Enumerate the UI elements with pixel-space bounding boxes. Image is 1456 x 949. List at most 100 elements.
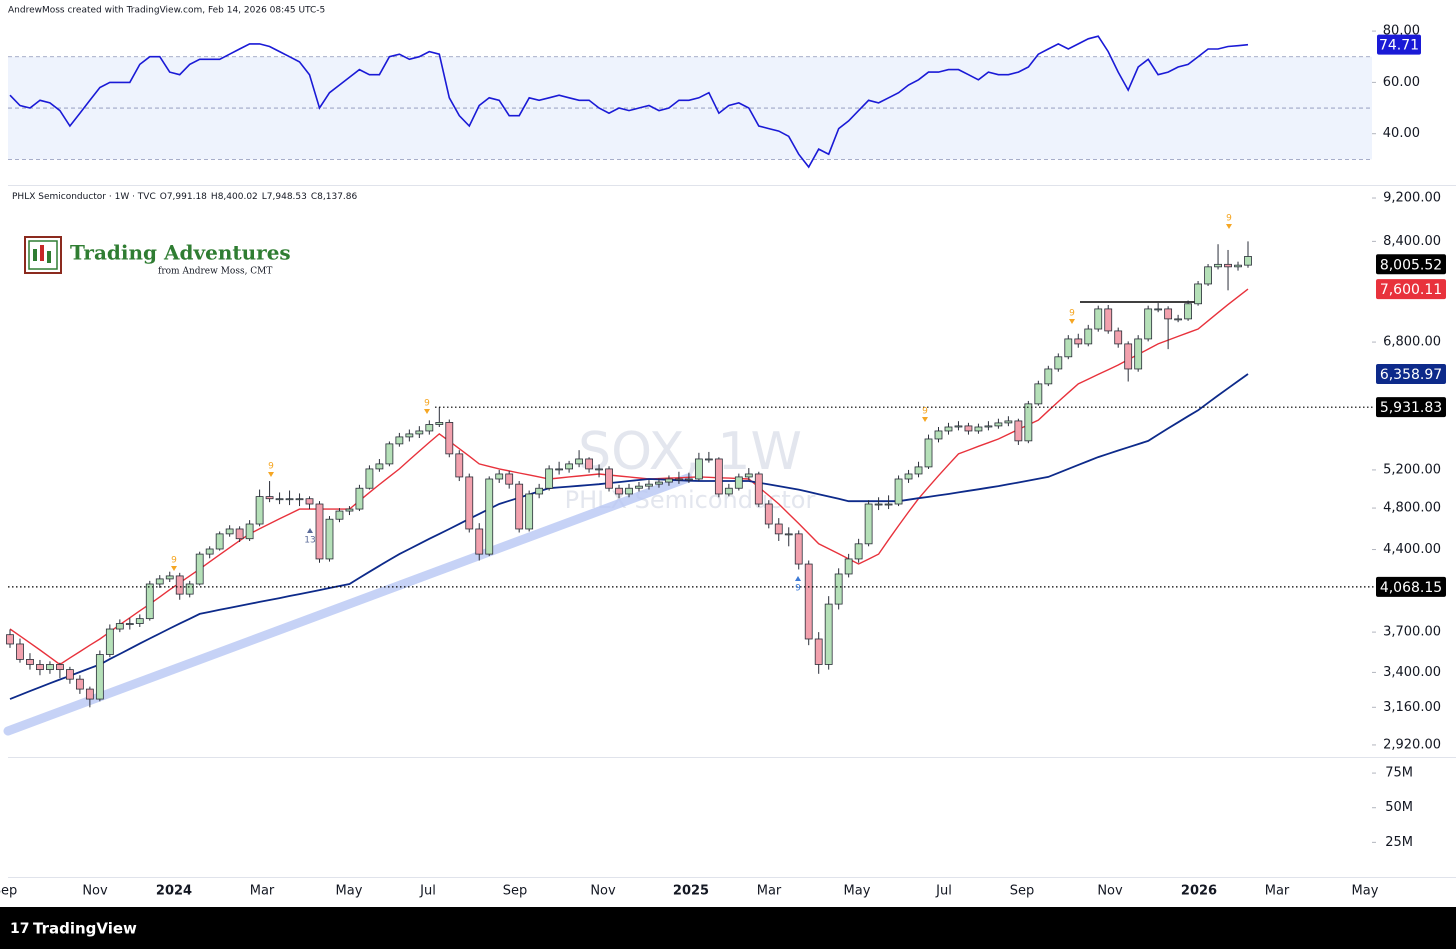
legend-open: O7,991.18 xyxy=(160,192,207,202)
candle-body xyxy=(1004,420,1013,424)
candle-body xyxy=(774,523,783,535)
candle-body xyxy=(694,458,703,480)
candle-body xyxy=(475,528,484,555)
candle-body xyxy=(335,510,344,520)
candle-body xyxy=(974,426,983,432)
legend-low: L7,948.53 xyxy=(262,192,307,202)
y-tick-label: 2,920.00 xyxy=(1383,737,1441,752)
x-tick-label: 2024 xyxy=(156,884,192,899)
candle-body xyxy=(585,458,593,470)
x-tick-label: 2026 xyxy=(1181,884,1217,899)
y-tick-label: 9,200.00 xyxy=(1383,191,1441,206)
candle-body xyxy=(754,473,763,505)
volume-tick-label: 25M xyxy=(1385,835,1413,850)
x-tick-label: Nov xyxy=(1097,884,1123,899)
rsi-badge xyxy=(1377,34,1421,55)
candle-body xyxy=(155,578,164,585)
candle-body xyxy=(1144,308,1153,340)
price-badge-label: 6,358.97 xyxy=(1380,367,1442,383)
candle-body xyxy=(1024,403,1033,442)
candle-body xyxy=(724,487,733,495)
annotation-marker xyxy=(268,472,274,477)
candle-body xyxy=(205,548,214,555)
candle-body xyxy=(85,688,94,700)
x-tick-label: Mar xyxy=(250,884,275,899)
candle-body xyxy=(425,424,434,432)
moving-average xyxy=(9,373,1249,700)
candle-body xyxy=(535,487,544,495)
candle-body xyxy=(505,473,514,485)
candle-body xyxy=(545,468,554,489)
annotation-marker xyxy=(171,566,177,571)
legend-close: C8,137.86 xyxy=(311,192,358,202)
candle-body xyxy=(984,425,993,428)
y-tick-label: 8,400.00 xyxy=(1383,234,1441,249)
candle-body xyxy=(1074,338,1083,345)
candle-body xyxy=(26,659,34,665)
candle-body xyxy=(485,478,494,555)
legend-symbol: PHLX Semiconductor · 1W · TVC xyxy=(12,192,156,202)
candle-body xyxy=(655,481,663,485)
footer-brand: TradingView xyxy=(33,920,137,938)
candle-body xyxy=(924,438,933,468)
price-badge xyxy=(1376,254,1446,275)
candle-body xyxy=(495,473,504,480)
candle-body xyxy=(1164,308,1173,320)
candle-body xyxy=(1044,368,1053,385)
x-tick-label: Jul xyxy=(935,884,952,899)
candle-body xyxy=(105,628,114,655)
candle-body xyxy=(1064,338,1073,358)
price-badge-label: 4,068.15 xyxy=(1380,580,1442,596)
candle-body xyxy=(345,508,354,512)
candle-body xyxy=(1104,308,1113,332)
candle-body xyxy=(844,558,853,575)
candle-body xyxy=(1184,303,1192,320)
x-tick-label: Mar xyxy=(757,884,782,899)
logo-candle xyxy=(47,251,51,263)
y-tick-label: 4,400.00 xyxy=(1383,542,1441,557)
candle-body xyxy=(555,468,564,471)
candle-body xyxy=(66,669,74,680)
footer-bar xyxy=(0,907,1456,949)
candle-body xyxy=(615,487,623,495)
candle-body xyxy=(415,430,424,435)
x-tick-label: Nov xyxy=(590,884,616,899)
annotation: 9 xyxy=(268,462,274,472)
candle-body xyxy=(804,563,813,640)
y-tick-label: 4,800.00 xyxy=(1383,501,1441,516)
candle-body xyxy=(445,422,454,455)
x-tick-label: May xyxy=(844,884,871,899)
price-badge xyxy=(1376,364,1446,385)
candle-body xyxy=(305,498,314,505)
annotation: 13 xyxy=(304,536,315,546)
candle-body xyxy=(1234,264,1242,268)
watermark: SOX, 1W xyxy=(578,422,802,482)
candle-body xyxy=(56,664,64,671)
candle-body xyxy=(854,543,863,560)
x-tick-label: May xyxy=(1352,884,1379,899)
annotation: 9 xyxy=(171,556,177,566)
price-badge xyxy=(1376,397,1446,418)
candle-body xyxy=(16,643,24,660)
rsi-tick-label: 60.00 xyxy=(1383,75,1420,90)
logo-candle xyxy=(40,245,44,261)
candle-body xyxy=(744,473,753,478)
candle-body xyxy=(515,483,524,530)
candle-body xyxy=(635,485,643,489)
annotation-marker xyxy=(307,528,313,533)
candle-body xyxy=(165,575,174,580)
candle-body xyxy=(1054,356,1063,370)
candle-body xyxy=(245,523,254,540)
brand-subtitle: from Andrew Moss, CMT xyxy=(158,267,272,277)
candle-body xyxy=(455,453,464,478)
candle-body xyxy=(1244,256,1252,266)
price-badge-label: 8,005.52 xyxy=(1380,257,1442,273)
candle-body xyxy=(215,533,224,550)
header: AndrewMoss created with TradingView.com,… xyxy=(8,6,325,16)
candle-body xyxy=(1154,308,1163,311)
candle-body xyxy=(914,466,923,475)
candle-body xyxy=(645,483,653,487)
logo-candle xyxy=(33,249,37,261)
candle-body xyxy=(954,425,963,428)
